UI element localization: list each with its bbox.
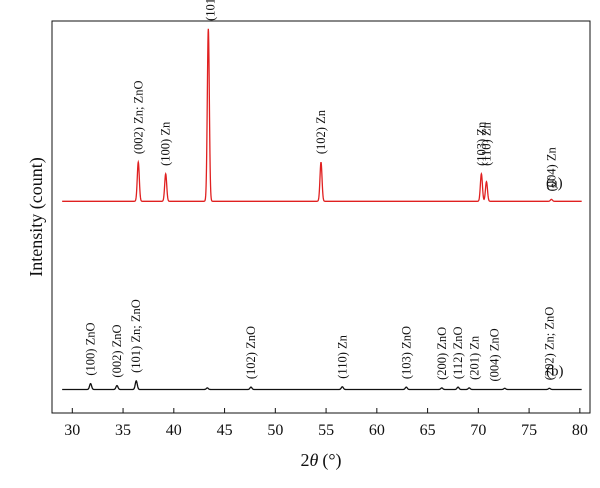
x-tick-label-10: 80: [572, 422, 588, 439]
peak-label-1-9: (004) ZnO: [488, 328, 502, 381]
series-0-label: (a): [546, 175, 563, 191]
peak-label-1-5: (103) ZnO: [399, 326, 413, 379]
peak-label-1-6: (200) ZnO: [435, 327, 449, 380]
series-layer: [62, 28, 582, 391]
x-tick-label-9: 75: [521, 422, 537, 439]
x-tick-label-4: 50: [267, 422, 283, 439]
x-tick-label-0: 30: [64, 422, 80, 439]
x-tick-label-8: 70: [470, 422, 486, 439]
x-axis-ticks: 30 35 40 45 50 55 60 65 70 75 80: [64, 408, 588, 439]
peak-label-0-1: (100) Zn: [159, 121, 173, 166]
peak-label-0-3: (102) Zn: [314, 109, 328, 154]
peak-label-0-2: (101) Zn: [203, 0, 217, 21]
peak-label-1-3: (102) ZnO: [244, 326, 258, 379]
y-axis-title: Intensity (count): [26, 157, 47, 276]
peak-label-1-10: (202) Zn; ZnO: [542, 307, 556, 381]
x-tick-label-2: 40: [166, 422, 182, 439]
peak-label-1-2: (101) Zn; ZnO: [129, 299, 143, 373]
peak-label-1-1: (002) ZnO: [110, 324, 124, 377]
series-1-trace: [62, 380, 582, 391]
series-labels: (a) (b): [546, 175, 564, 379]
peak-label-0-6: (004) Zn: [544, 147, 558, 192]
series-1-label: (b): [546, 363, 564, 379]
x-axis-title-symbol: θ: [309, 450, 318, 470]
peak-label-1-7: (112) ZnO: [451, 326, 465, 379]
peak-label-0-4: (103) Zn: [474, 121, 488, 166]
x-tick-label-6: 60: [369, 422, 385, 439]
peak-label-0-5: (110) Zn: [479, 122, 493, 166]
x-tick-label-3: 45: [217, 422, 233, 439]
peak-labels: (002) Zn; ZnO (100) Zn (101) Zn (102) Zn (10…: [84, 0, 559, 381]
x-tick-label-5: 55: [318, 422, 334, 439]
plot-frame: [51, 20, 591, 414]
x-axis-title: 2θ (°): [300, 450, 341, 471]
peak-label-1-0: (100) ZnO: [84, 322, 98, 375]
x-tick-label-7: 65: [420, 422, 436, 439]
x-tick-label-1: 35: [115, 422, 131, 439]
peak-label-1-4: (110) Zn: [335, 334, 349, 378]
series-0-trace: [62, 28, 582, 202]
peak-label-0-0: (002) Zn; ZnO: [131, 81, 145, 155]
peak-label-1-8: (201) Zn: [467, 335, 481, 380]
x-axis-title-prefix: 2: [300, 450, 309, 470]
x-axis-title-unit: (°): [322, 450, 341, 471]
